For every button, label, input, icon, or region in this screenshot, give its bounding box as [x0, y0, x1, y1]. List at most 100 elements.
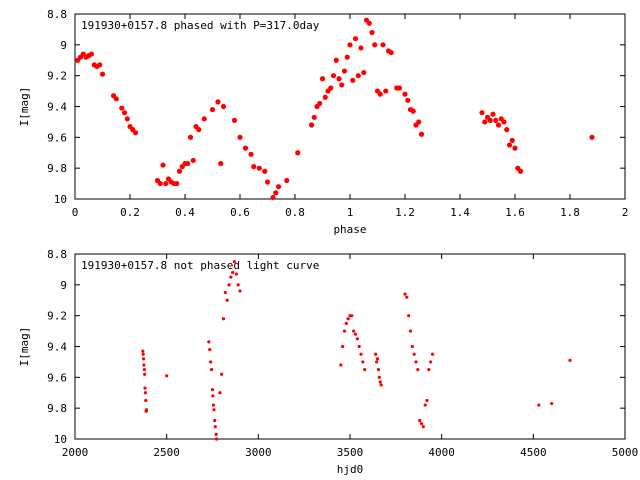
top-data-point [119, 105, 125, 111]
top-data-point [377, 91, 383, 97]
top-data-point [157, 180, 163, 187]
bottom-data-point [142, 363, 146, 367]
top-data-point [366, 20, 372, 26]
top-y-tick-label: 9 [60, 39, 67, 52]
top-data-point [410, 108, 416, 114]
bottom-data-point [209, 360, 213, 364]
bottom-data-point [238, 289, 242, 293]
bottom-data-point [213, 418, 217, 423]
top-x-tick-label: 0.2 [120, 206, 140, 219]
bottom-data-point [218, 391, 222, 395]
bottom-data-point [213, 425, 217, 429]
bottom-data-point [143, 386, 147, 390]
bottom-x-tick-label: 2000 [62, 446, 89, 459]
bottom-data-point [236, 283, 240, 287]
top-x-tick-label: 0.6 [230, 206, 250, 219]
top-data-point [124, 116, 130, 122]
top-x-axis-label: phase [333, 223, 366, 236]
bottom-data-point [550, 401, 554, 406]
bottom-data-point [143, 391, 147, 395]
bottom-data-point [429, 360, 433, 364]
top-x-tick-label: 2 [622, 206, 629, 219]
top-data-point [336, 76, 342, 82]
bottom-x-tick-label: 3500 [337, 446, 364, 459]
top-data-point [380, 42, 386, 48]
bottom-data-point [407, 314, 411, 318]
top-data-point [405, 97, 411, 103]
top-data-point [160, 162, 166, 168]
bottom-data-point [403, 292, 407, 296]
bottom-data-point [214, 432, 218, 436]
top-data-point [490, 111, 496, 117]
top-plot: 0 0.2 0.4 0.6 0.8 1 1.2 1.4 1.6 1.8 2 8.8 9 9.2 9.4 9.6… [18, 8, 628, 236]
top-data-point [251, 164, 257, 170]
top-data-point [163, 180, 169, 187]
top-data-point [317, 100, 323, 107]
bottom-data-point [144, 398, 148, 403]
top-data-point [273, 190, 279, 196]
top-data-point [388, 49, 394, 56]
top-data-point [383, 88, 389, 94]
top-y-tick-label: 10 [54, 193, 67, 206]
bottom-y-axis-label: I[mag] [18, 327, 31, 367]
bottom-y-tick-label: 9.6 [47, 371, 67, 384]
top-data-point [352, 36, 359, 42]
bottom-x-tick-label: 5000 [612, 446, 639, 459]
top-data-point [218, 160, 224, 167]
bottom-data-point [405, 295, 409, 299]
top-data-point [509, 137, 515, 144]
top-data-point [237, 134, 243, 140]
top-data-point [418, 131, 425, 137]
bottom-data-point [231, 270, 235, 275]
top-data-point [589, 134, 595, 140]
bottom-data-point [229, 275, 233, 279]
top-data-point [322, 94, 328, 100]
top-data-point [369, 29, 375, 36]
top-data-point [262, 168, 268, 174]
bottom-data-point [208, 347, 212, 352]
bottom-data-point [341, 344, 345, 349]
bottom-data-point [234, 272, 238, 276]
bottom-data-point [423, 403, 427, 407]
top-data-point [176, 168, 183, 174]
bottom-data-point [207, 340, 211, 344]
top-data-point [350, 77, 356, 83]
top-y-tick-label: 9.2 [47, 70, 67, 83]
bottom-data-point [408, 329, 413, 333]
top-x-tick-label: 1.2 [395, 206, 415, 219]
top-data-point [396, 85, 403, 91]
bottom-data-point [412, 352, 416, 356]
top-y-tick-label: 9.4 [47, 101, 67, 114]
bottom-data-point [361, 360, 365, 364]
bottom-data-point [143, 372, 147, 376]
bottom-data-point [352, 329, 356, 333]
top-data-point [185, 160, 191, 167]
top-data-point [361, 69, 367, 76]
top-chart-title: 191930+0157.8 phased with P=317.0day [81, 19, 320, 32]
bottom-data-point [416, 368, 420, 372]
bottom-data-point [346, 317, 350, 321]
bottom-data-point [359, 352, 363, 356]
bottom-data-point [427, 368, 431, 372]
top-data-point [209, 106, 216, 113]
top-data-point [270, 194, 276, 201]
top-x-tick-label: 0.4 [175, 206, 195, 219]
top-data-point [97, 62, 103, 68]
bottom-data-point [227, 283, 231, 287]
top-data-point [256, 165, 262, 171]
top-x-tick-label: 1.8 [560, 206, 580, 219]
top-data-point [482, 119, 488, 125]
bottom-plot-frame [74, 253, 626, 440]
top-data-point [196, 127, 202, 133]
top-data-point [275, 184, 282, 190]
bottom-data-point [374, 360, 379, 364]
top-data-point [347, 42, 353, 48]
bottom-y-tick-label: 9.8 [47, 402, 67, 415]
bottom-x-tick-label: 4000 [428, 446, 455, 459]
bottom-x-tick-label: 4500 [520, 446, 547, 459]
bottom-data-point [210, 388, 215, 392]
bottom-data-point [355, 337, 359, 341]
top-data-point [113, 96, 119, 102]
bottom-data-point [375, 357, 380, 361]
